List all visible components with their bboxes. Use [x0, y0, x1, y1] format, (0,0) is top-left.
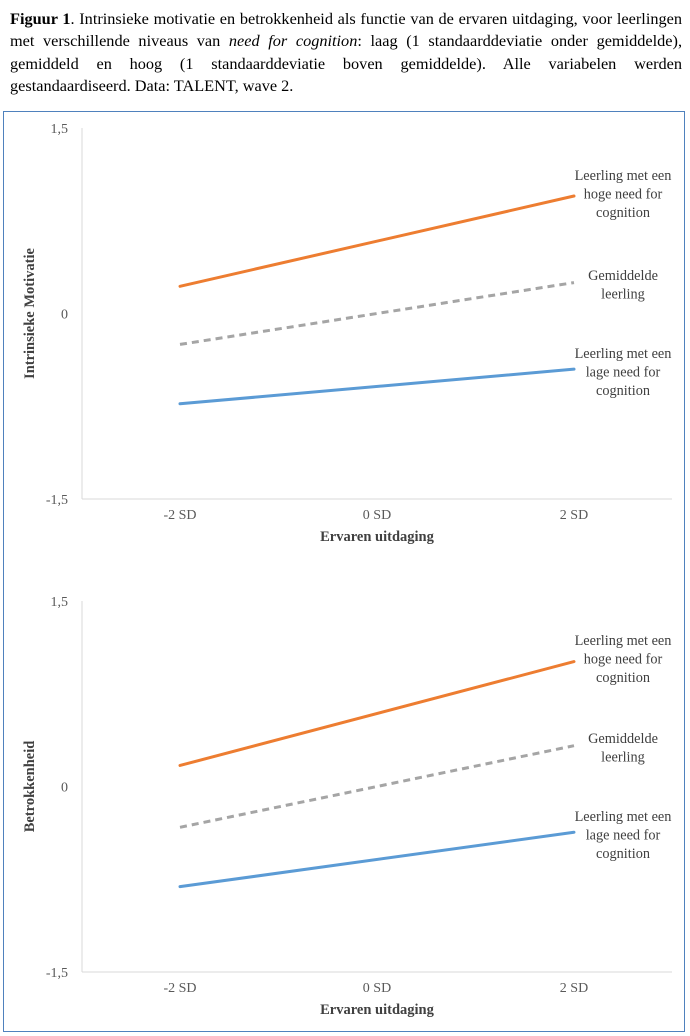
series-label-line: hoge need for: [584, 187, 663, 203]
series-label-low: Leerling met een lage need for cognition: [575, 346, 672, 399]
x-tick-label: 2 SD: [560, 981, 588, 996]
series-label-line: hoge need for: [584, 652, 663, 668]
y-tick-label: -1,5: [46, 966, 68, 981]
x-tick-label: 0 SD: [363, 508, 391, 523]
series-label-line: Gemiddelde: [588, 268, 658, 284]
caption-text-after: : laag (1 standaarddeviatie onder gemidd…: [10, 31, 683, 95]
series-label-line: leerling: [601, 287, 645, 303]
caption-italic: need for cognition: [228, 31, 358, 51]
figure-caption: Figuur 1. Intrinsieke motivatie en betro…: [10, 8, 682, 97]
x-axis-title: Ervaren uitdaging: [320, 529, 434, 545]
series-label-line: Leerling met een: [575, 168, 672, 184]
y-tick-label: 0: [61, 781, 68, 796]
series-label-average: Gemiddelde leerling: [588, 268, 658, 303]
series-label-line: cognition: [596, 205, 650, 221]
series-line-low: [178, 367, 576, 406]
y-tick-label: -1,5: [46, 493, 68, 508]
x-tick-label: -2 SD: [163, 508, 196, 523]
series-line-average: [179, 281, 575, 346]
series-label-line: Leerling met een: [575, 633, 672, 649]
x-tick-label: 2 SD: [560, 508, 588, 523]
series-label-high: Leerling met een hoge need for cognition: [575, 633, 672, 686]
series-line-average: [179, 744, 575, 829]
y-axis-title: Intrinsieke Motivatie: [22, 247, 38, 378]
chart-1: 1,5 0 -1,5 -2 SD 0 SD 2 SD Ervaren uitdaging In…: [22, 122, 672, 545]
x-tick-label: 0 SD: [363, 981, 391, 996]
series-label-low: Leerling met een lage need for cognition: [575, 809, 672, 862]
y-tick-label: 1,5: [51, 122, 69, 137]
series-label-line: leerling: [601, 750, 645, 766]
x-axis-title: Ervaren uitdaging: [320, 1002, 434, 1018]
series-label-line: cognition: [596, 670, 650, 686]
y-axis-title: Betrokkenheid: [22, 741, 38, 833]
series-line-high: [178, 660, 576, 767]
y-tick-label: 0: [61, 308, 68, 323]
series-label-average: Gemiddelde leerling: [588, 731, 658, 766]
series-label-line: Leerling met een: [575, 809, 672, 825]
series-label-high: Leerling met een hoge need for cognition: [575, 168, 672, 221]
series-label-line: cognition: [596, 846, 650, 862]
series-line-high: [178, 194, 576, 288]
series-label-line: Leerling met een: [575, 346, 672, 362]
x-tick-label: -2 SD: [163, 981, 196, 996]
figure-frame: [3, 111, 685, 1032]
y-tick-label: 1,5: [51, 595, 69, 610]
series-label-line: lage need for: [586, 365, 661, 381]
chart-2: 1,5 0 -1,5 -2 SD 0 SD 2 SD Ervaren uitdaging Be…: [22, 595, 672, 1018]
series-label-line: lage need for: [586, 828, 661, 844]
caption-text-before: . Intrinsieke motivatie en betrokkenheid…: [10, 9, 682, 51]
series-label-line: cognition: [596, 383, 650, 399]
caption-label: Figuur 1: [10, 9, 71, 28]
series-line-low: [178, 830, 576, 889]
series-label-line: Gemiddelde: [588, 731, 658, 747]
